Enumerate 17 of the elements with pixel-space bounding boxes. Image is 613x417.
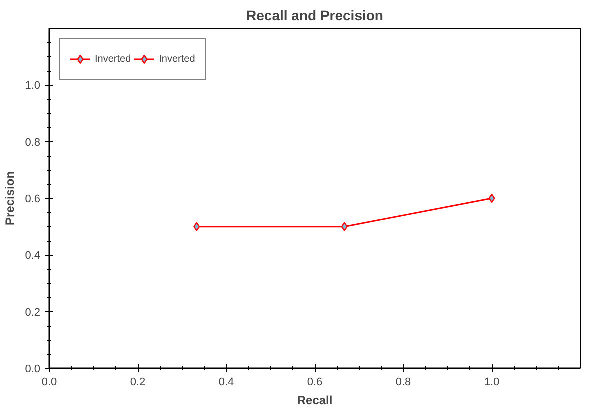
y-tick-label: 0.4 xyxy=(25,250,41,262)
chart-title: Recall and Precision xyxy=(246,8,384,24)
x-tick-label: 0.4 xyxy=(218,376,234,388)
y-tick-label: 0.0 xyxy=(25,364,41,376)
legend-label: Inverted xyxy=(159,54,196,64)
y-tick-label: 0.2 xyxy=(25,306,41,319)
x-tick-label: 0.0 xyxy=(42,376,58,388)
x-axis-title: Recall xyxy=(297,394,333,408)
x-tick-label: 0.6 xyxy=(307,376,323,388)
x-tick-label: 0.2 xyxy=(130,376,146,388)
x-tick-label: 0.8 xyxy=(396,376,412,388)
legend-label: Inverted xyxy=(95,54,132,64)
x-tick-label: 1.0 xyxy=(484,376,500,388)
y-tick-label: 0.8 xyxy=(25,136,41,149)
y-axis-title: Precision xyxy=(3,171,18,226)
y-tick-label: 0.6 xyxy=(25,194,41,206)
y-tick-label: 1.0 xyxy=(25,80,41,92)
